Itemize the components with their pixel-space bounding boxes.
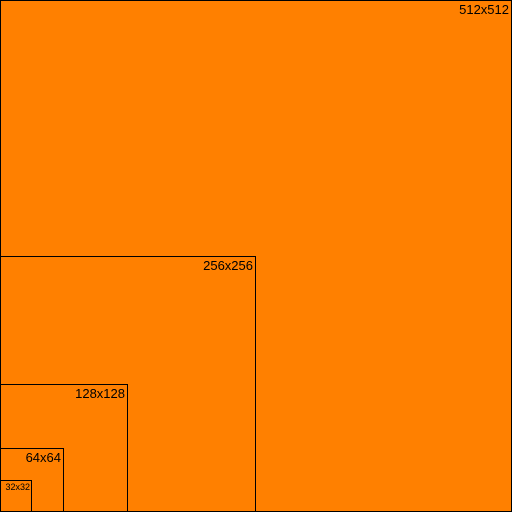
square-label-512: 512x512 bbox=[459, 2, 509, 17]
square-label-256: 256x256 bbox=[203, 258, 253, 273]
square-label-128: 128x128 bbox=[75, 386, 125, 401]
square-label-32: 32x32 bbox=[5, 482, 30, 492]
square-32: 32x32 bbox=[0, 480, 32, 512]
square-label-64: 64x64 bbox=[25, 450, 61, 465]
